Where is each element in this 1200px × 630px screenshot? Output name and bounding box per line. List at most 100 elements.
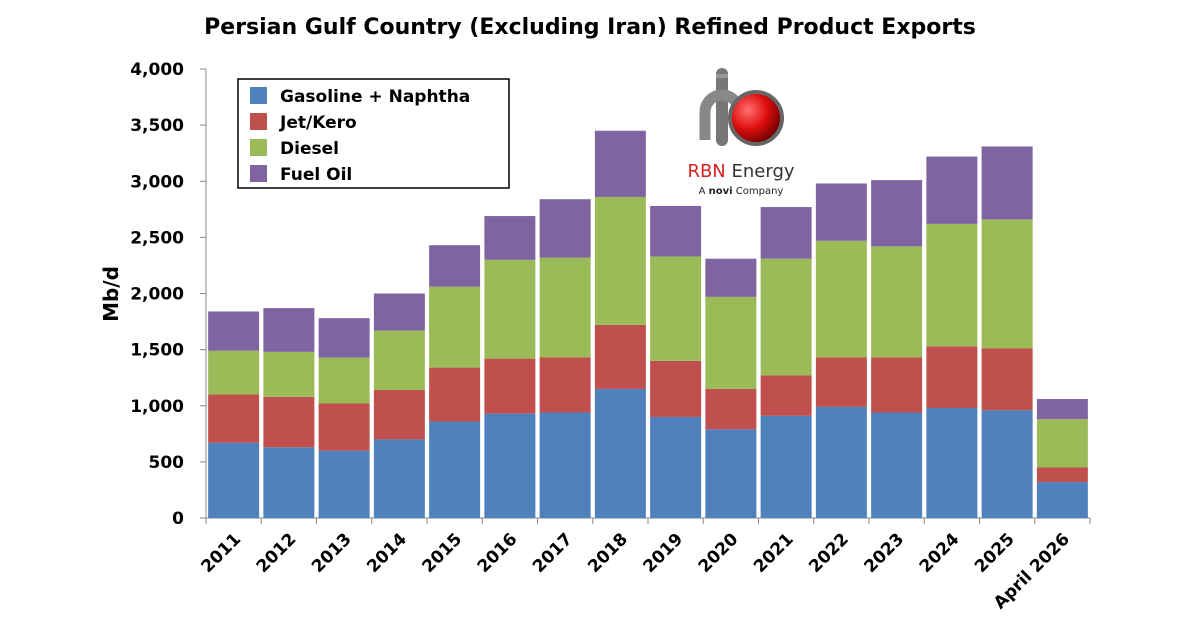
- legend-swatch: [250, 113, 267, 130]
- legend-box: [237, 78, 510, 189]
- bar-segment: [981, 348, 1033, 411]
- y-tick-label: 1,000: [130, 397, 184, 417]
- y-tick-label: 3,500: [130, 116, 184, 136]
- bar-segment: [429, 421, 481, 518]
- x-tick-label: 2015: [419, 529, 467, 577]
- bar-segment: [263, 396, 315, 448]
- bar-segment: [539, 357, 591, 413]
- x-tick-label: 2019: [640, 529, 688, 577]
- rbn-logo: RBN Energy A novi Company: [687, 68, 795, 197]
- bar-segment: [650, 205, 702, 257]
- bar-segment: [539, 257, 591, 358]
- bar-segment: [318, 357, 370, 404]
- legend-swatch: [250, 87, 267, 104]
- bar-segment: [429, 245, 481, 287]
- bar-segment: [594, 388, 646, 518]
- x-tick-label: 2025: [971, 529, 1019, 577]
- bar-segment: [594, 196, 646, 325]
- bar-segment: [263, 308, 315, 352]
- bar-segment: [1036, 419, 1088, 468]
- legend-entry: Diesel: [280, 139, 339, 159]
- bar-segment: [650, 416, 702, 518]
- x-tick-label: 2024: [916, 529, 964, 577]
- bar-segment: [318, 450, 370, 518]
- x-tick-label: 2014: [363, 529, 411, 577]
- y-tick-label: 0: [172, 509, 184, 529]
- bar-segment: [705, 296, 757, 389]
- legend-entry: Fuel Oil: [280, 165, 352, 185]
- bar-segment: [760, 207, 812, 259]
- bar-segment: [429, 367, 481, 422]
- bar-segment: [484, 413, 536, 518]
- bar-segment: [318, 318, 370, 358]
- bar-segment: [705, 429, 757, 518]
- bar-segment: [484, 259, 536, 359]
- bar-segment: [926, 223, 978, 347]
- bar-segment: [208, 350, 260, 395]
- bar-segment: [760, 415, 812, 518]
- bar-segment: [1036, 399, 1088, 420]
- x-tick-label: 2021: [750, 529, 798, 577]
- bar-segment: [981, 219, 1033, 349]
- bar-segment: [705, 388, 757, 430]
- bar-segment: [871, 357, 923, 413]
- bars: [208, 130, 1088, 518]
- bar-segment: [594, 324, 646, 389]
- bar-segment: [539, 199, 591, 258]
- bar-segment: [263, 351, 315, 397]
- bar-segment: [208, 311, 260, 351]
- bar-segment: [429, 286, 481, 368]
- bar-segment: [373, 439, 425, 518]
- bar-segment: [705, 258, 757, 297]
- bar-segment: [926, 407, 978, 518]
- bar-segment: [926, 156, 978, 224]
- bar-segment: [208, 442, 260, 518]
- x-tick-label: 2018: [584, 529, 632, 577]
- legend-swatch: [250, 139, 267, 156]
- y-tick-label: 2,500: [130, 228, 184, 248]
- y-axis-label: Mb/d: [99, 266, 123, 322]
- bar-segment: [484, 358, 536, 414]
- bar-segment: [650, 256, 702, 361]
- bar-segment: [594, 130, 646, 197]
- y-tick-label: 500: [149, 453, 185, 473]
- x-tick-label: 2020: [695, 529, 743, 577]
- bar-segment: [815, 183, 867, 241]
- legend-entry: Jet/Kero: [279, 113, 357, 133]
- legend-entry: Gasoline + Naphtha: [280, 87, 470, 107]
- logo-tagline: A novi Company: [699, 186, 784, 197]
- bar-segment: [650, 360, 702, 417]
- y-tick-label: 2,000: [130, 285, 184, 305]
- rbn-pipe-ball-icon: [699, 68, 784, 146]
- bar-segment: [539, 412, 591, 518]
- bar-segment: [484, 216, 536, 260]
- bar-segment: [815, 406, 867, 518]
- bar-segment: [373, 390, 425, 440]
- logo-brand: RBN Energy: [687, 161, 794, 182]
- x-tick-label: 2017: [529, 529, 577, 577]
- bar-segment: [1036, 467, 1088, 483]
- bar-segment: [1036, 482, 1088, 518]
- bar-segment: [760, 258, 812, 376]
- y-tick-label: 3,000: [130, 172, 184, 192]
- y-tick-label: 1,500: [130, 341, 184, 361]
- x-tick-label: 2013: [308, 529, 356, 577]
- bar-segment: [871, 246, 923, 358]
- x-tick-label: 2016: [474, 529, 522, 577]
- bar-segment: [373, 330, 425, 391]
- bar-segment: [208, 394, 260, 443]
- bar-segment: [760, 375, 812, 416]
- chart-title: Persian Gulf Country (Excluding Iran) Re…: [204, 15, 976, 40]
- bar-segment: [871, 180, 923, 247]
- legend-swatch: [250, 165, 267, 182]
- legend: Gasoline + Naphtha Jet/Kero Diesel Fuel Oil: [237, 78, 510, 189]
- bar-segment: [981, 146, 1033, 220]
- bar-segment: [263, 447, 315, 518]
- bar-segment: [318, 403, 370, 451]
- bar-segment: [815, 357, 867, 407]
- x-tick-label: 2023: [861, 529, 909, 577]
- bar-segment: [981, 410, 1033, 518]
- x-tick-label: 2012: [253, 529, 301, 577]
- x-tick-label: 2011: [198, 529, 246, 577]
